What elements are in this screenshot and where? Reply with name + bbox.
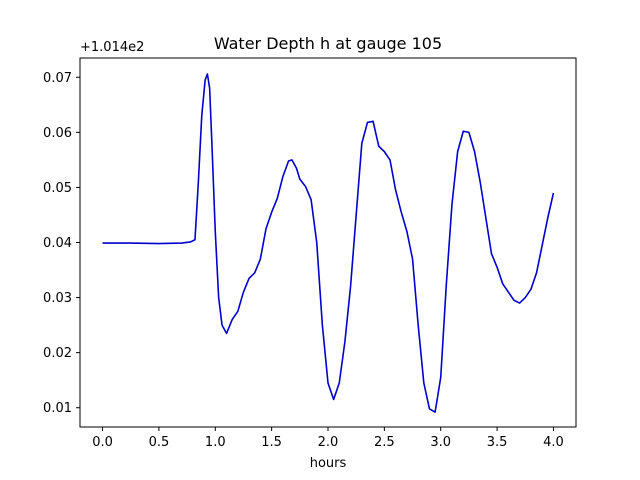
y-tick-label: 0.04 [43, 236, 72, 251]
y-axis-offset-label: +1.014e2 [80, 40, 144, 55]
x-axis: 0.0 0.5 1.0 1.5 2.0 2.5 3.0 3.5 4.0 [92, 427, 564, 450]
x-tick-label: 2.5 [374, 435, 395, 450]
x-tick-label: 3.0 [430, 435, 451, 450]
x-tick-label: 0.5 [149, 435, 170, 450]
series-line-0 [102, 73, 555, 413]
chart-title: Water Depth h at gauge 105 [214, 34, 442, 53]
x-tick-label: 0.0 [92, 435, 113, 450]
plot-frame [79, 57, 577, 428]
y-tick-label: 0.06 [43, 126, 72, 141]
x-tick-label: 2.0 [318, 435, 339, 450]
y-tick-label: 0.02 [43, 346, 72, 361]
x-tick-label: 4.0 [543, 435, 564, 450]
y-tick-label: 0.01 [43, 401, 72, 416]
y-tick-label: 0.03 [43, 291, 72, 306]
x-tick-label: 1.5 [261, 435, 282, 450]
plot-area [79, 57, 577, 428]
y-tick-label: 0.05 [43, 181, 72, 196]
y-axis: 0.01 0.02 0.03 0.04 0.05 0.06 0.07 [43, 71, 80, 416]
x-tick-label: 3.5 [487, 435, 508, 450]
y-tick-label: 0.07 [43, 71, 72, 86]
x-tick-label: 1.0 [205, 435, 226, 450]
x-axis-label: hours [310, 456, 347, 471]
